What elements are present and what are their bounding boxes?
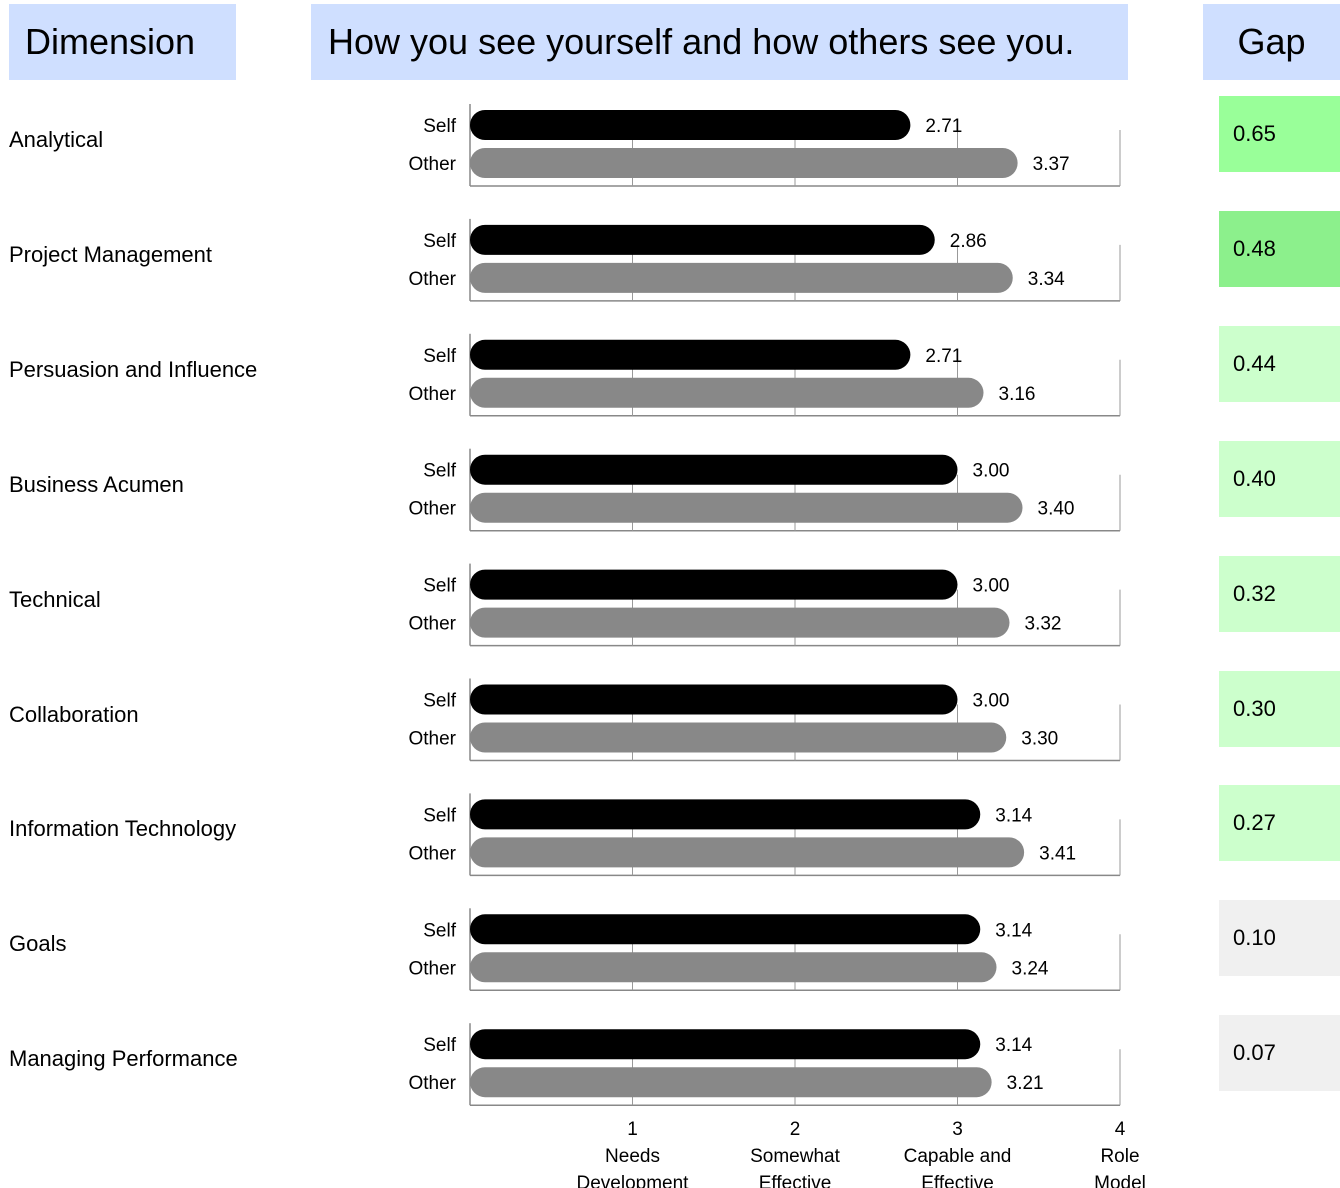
series-label-self: Self: [423, 461, 456, 482]
gap-value: 0.40: [1219, 440, 1340, 517]
data-label: 3.00: [973, 576, 1010, 597]
bar-self: [470, 339, 911, 370]
series-label-other: Other: [408, 614, 456, 635]
series-label-other: Other: [408, 729, 456, 750]
x-tick-label: Needs: [605, 1146, 660, 1167]
gap-header-text: Gap: [1237, 21, 1306, 62]
series-label-self: Self: [423, 576, 456, 597]
dimension-label: Managing Performance: [9, 1046, 238, 1072]
gap-value: 0.10: [1219, 900, 1340, 977]
dimension-label: Information Technology: [9, 816, 237, 842]
series-label-other: Other: [408, 154, 456, 175]
x-tick-label: 4: [1115, 1119, 1126, 1140]
bar-other: [470, 722, 1007, 753]
data-label: 3.14: [995, 805, 1032, 826]
series-label-self: Self: [423, 1035, 456, 1056]
x-tick-label: 2: [790, 1119, 801, 1140]
data-label: 3.32: [1025, 614, 1062, 635]
bar-self: [470, 569, 958, 600]
x-tick-label: Effective: [921, 1173, 994, 1188]
gap-value: 0.07: [1219, 1015, 1340, 1092]
gap-value: 0.44: [1219, 325, 1340, 402]
series-label-other: Other: [408, 1073, 456, 1094]
data-label: 2.86: [950, 231, 987, 252]
gap-value: 0.32: [1219, 555, 1340, 632]
dimension-label: Collaboration: [9, 701, 139, 727]
x-tick-label: Effective: [759, 1173, 832, 1188]
gap-value: 0.48: [1219, 210, 1340, 287]
series-label-other: Other: [408, 384, 456, 405]
dimension-label: Goals: [9, 931, 67, 957]
series-label-self: Self: [423, 116, 456, 137]
x-tick-label: Somewhat: [750, 1146, 840, 1167]
dimension-header-text: Dimension: [25, 21, 196, 62]
x-tick-label: 3: [952, 1119, 963, 1140]
series-label-other: Other: [408, 958, 456, 979]
bar-other: [470, 837, 1025, 868]
data-label: 3.14: [995, 1035, 1032, 1056]
data-label: 2.71: [925, 346, 962, 367]
series-label-self: Self: [423, 346, 456, 367]
data-label: 3.37: [1033, 154, 1070, 175]
gap-value: 0.30: [1219, 670, 1340, 747]
data-label: 2.71: [925, 116, 962, 137]
bar-self: [470, 224, 935, 255]
x-tick-label: Development: [577, 1173, 690, 1188]
chart-title-text: How you see yourself and how others see …: [328, 21, 1075, 62]
series-label-other: Other: [408, 499, 456, 520]
data-label: 3.40: [1038, 499, 1075, 520]
chart-title-header: How you see yourself and how others see …: [311, 4, 1128, 80]
bar-self: [470, 914, 981, 945]
dimension-label: Persuasion and Influence: [9, 356, 258, 382]
bar-other: [470, 262, 1013, 293]
dimension-label: Business Acumen: [9, 471, 184, 497]
data-label: 3.34: [1028, 269, 1065, 290]
dimension-header: Dimension: [9, 4, 236, 80]
dimension-label: Analytical: [9, 127, 104, 152]
series-label-self: Self: [423, 231, 456, 252]
gap-value: 0.27: [1219, 785, 1340, 862]
bar-other: [470, 377, 984, 408]
x-tick-label: 1: [627, 1119, 638, 1140]
series-label-other: Other: [408, 269, 456, 290]
bar-self: [470, 454, 958, 485]
bar-self: [470, 110, 911, 140]
dimension-label: Technical: [9, 586, 101, 612]
series-label-self: Self: [423, 805, 456, 826]
series-label-other: Other: [408, 843, 456, 864]
x-tick-label: Capable and: [904, 1146, 1012, 1167]
bar-other: [470, 607, 1010, 638]
bar-other: [470, 148, 1018, 178]
data-label: 3.21: [1007, 1073, 1044, 1094]
bar-self: [470, 684, 958, 715]
x-tick-label: Model: [1094, 1173, 1146, 1188]
bar-self: [470, 1029, 981, 1060]
dimension-label: Project Management: [9, 241, 212, 267]
bar-other: [470, 492, 1023, 523]
gap-header: Gap: [1203, 4, 1340, 80]
data-label: 3.41: [1039, 843, 1076, 864]
data-label: 3.00: [973, 461, 1010, 482]
data-label: 3.16: [999, 384, 1036, 405]
bar-self: [470, 799, 981, 830]
series-label-self: Self: [423, 691, 456, 712]
bar-other: [470, 952, 997, 983]
data-label: 3.00: [973, 691, 1010, 712]
data-label: 3.14: [995, 920, 1032, 941]
x-tick-label: Role: [1100, 1146, 1139, 1167]
data-label: 3.24: [1012, 958, 1049, 979]
data-label: 3.30: [1021, 729, 1058, 750]
gap-value: 0.65: [1219, 96, 1340, 172]
series-label-self: Self: [423, 920, 456, 941]
bar-other: [470, 1067, 992, 1098]
